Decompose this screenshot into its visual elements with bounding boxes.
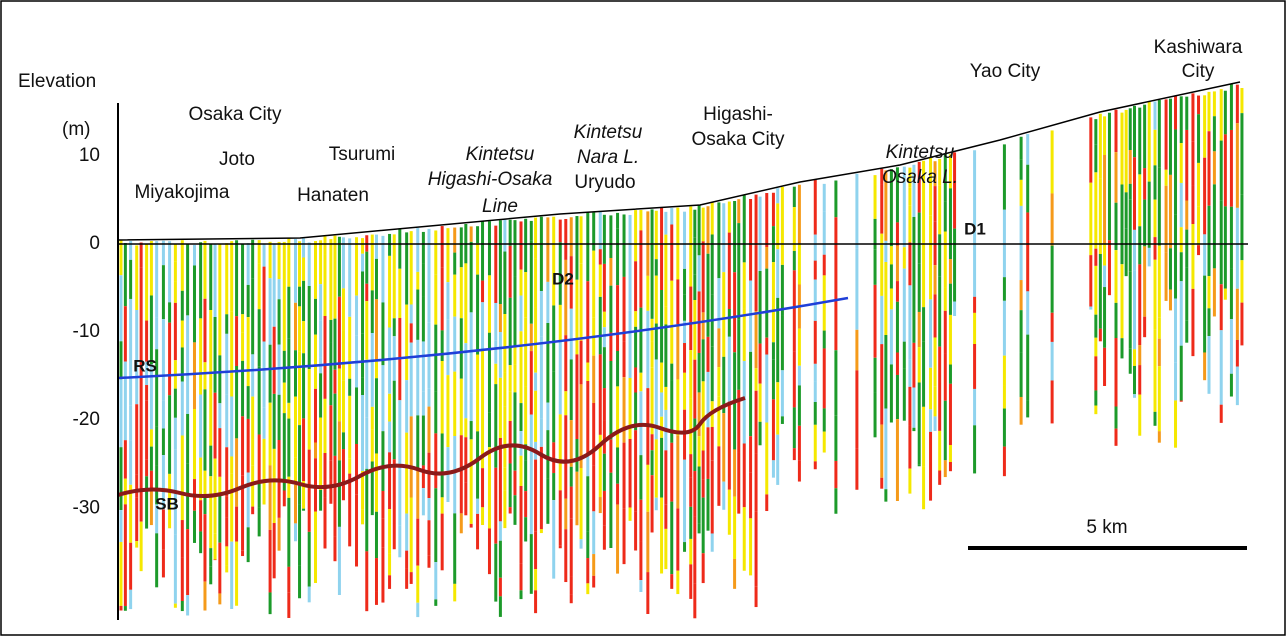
y-tick-label: -20 xyxy=(73,409,100,430)
place-label: Osaka L. xyxy=(882,167,958,188)
scale-label: 5 km xyxy=(1086,517,1127,538)
place-label: Kashiwara xyxy=(1154,37,1243,58)
y-tick-label: 10 xyxy=(79,145,100,166)
place-label: Higashi- xyxy=(703,104,773,125)
place-label: Hanaten xyxy=(297,185,369,206)
place-label: Kintetsu xyxy=(466,144,535,165)
place-label: Kintetsu xyxy=(574,122,643,143)
surface-label: SB xyxy=(155,494,179,513)
surface-label: D2 xyxy=(552,269,574,288)
place-label: Joto xyxy=(219,149,255,170)
y-tick-label: -10 xyxy=(73,321,100,342)
place-label: Higashi-Osaka xyxy=(428,169,553,190)
place-label: Kintetsu xyxy=(886,142,955,163)
place-label: Tsurumi xyxy=(329,144,396,165)
surface-label: RS xyxy=(133,356,157,375)
place-label: Uryudo xyxy=(574,172,635,193)
surface-label: D1 xyxy=(964,219,986,238)
place-label: Line xyxy=(482,196,518,217)
place-label: Nara L. xyxy=(577,147,639,168)
boreholes xyxy=(121,84,1242,618)
y-tick-label: -30 xyxy=(73,497,100,518)
place-label: Osaka City xyxy=(692,129,785,150)
y-tick-label: 0 xyxy=(89,233,100,254)
place-label: Yao City xyxy=(970,61,1041,82)
y-axis-unit: (m) xyxy=(62,119,90,140)
place-label: City xyxy=(1182,61,1215,82)
figure: Elevation (m) 5 km 10 0 -10 -20 -30 Osaka Cit… xyxy=(0,0,1287,637)
place-label: Miyakojima xyxy=(134,182,229,203)
place-label: Osaka City xyxy=(189,104,282,125)
y-axis-title: Elevation xyxy=(18,71,96,92)
